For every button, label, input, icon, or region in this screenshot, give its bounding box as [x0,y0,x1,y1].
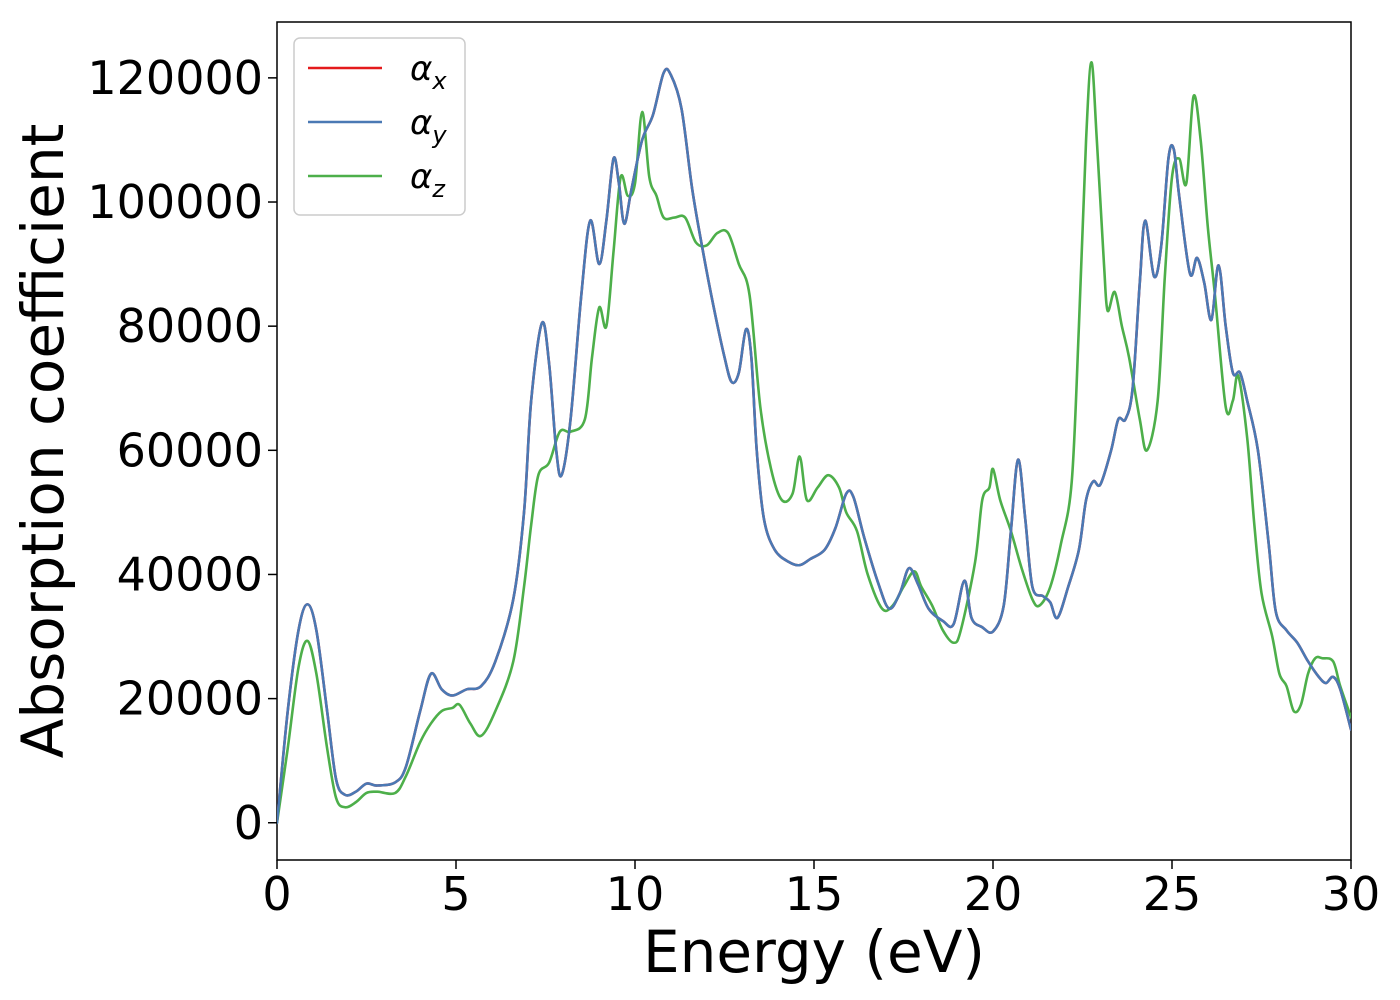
y-tick-label: 0 [234,796,263,850]
y-tick-label: 20000 [117,672,263,726]
y-tick-label: 120000 [87,51,263,105]
x-tick-label: 0 [262,867,291,921]
x-tick-label: 20 [964,867,1023,921]
y-tick-label: 100000 [87,175,263,229]
y-axis-title: Absorption coefficient [9,124,77,759]
y-tick-label: 60000 [117,423,263,477]
x-tick-label: 15 [785,867,844,921]
y-tick-label: 40000 [117,547,263,601]
x-tick-label: 10 [606,867,665,921]
y-axis: 0 20000 40000 60000 80000 100000 120000 [87,51,277,850]
series-line-alpha-z [277,61,1351,825]
x-tick-label: 30 [1322,867,1381,921]
legend-box [293,37,466,216]
series-line-alpha-y [277,67,1351,825]
y-tick-label: 80000 [117,299,263,353]
x-tick-label: 25 [1143,867,1202,921]
x-tick-label: 5 [441,867,470,921]
series-layer [277,61,1351,825]
x-axis: 0 5 10 15 20 25 30 [262,860,1380,921]
x-axis-title: Energy (eV) [643,918,985,986]
